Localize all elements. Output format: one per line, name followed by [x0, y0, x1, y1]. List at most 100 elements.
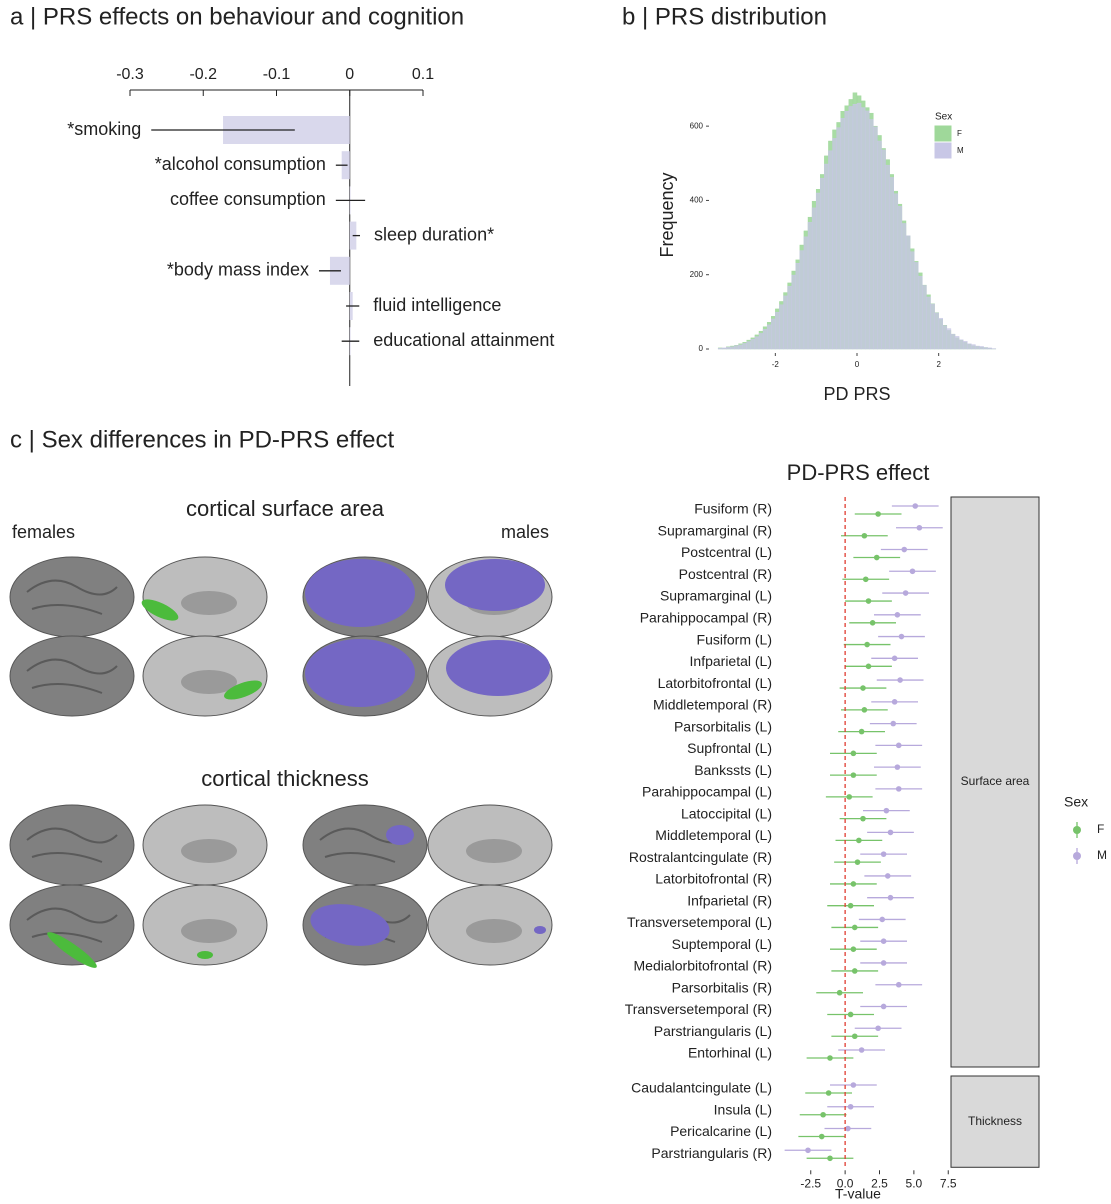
- x-tick-label: 0.1: [412, 66, 434, 83]
- histogram-bar: [864, 110, 870, 350]
- lateral-brain: [9, 635, 135, 717]
- histogram-bar: [967, 343, 972, 350]
- histogram-bar: [803, 236, 809, 350]
- histogram-bar: [983, 347, 988, 350]
- point: [869, 620, 876, 626]
- point: [865, 598, 872, 604]
- category-label: *smoking: [67, 119, 141, 139]
- point: [883, 807, 890, 814]
- category-label: Fusiform (L): [697, 631, 772, 647]
- brain-detail: [466, 919, 522, 943]
- histogram-bar: [766, 324, 772, 350]
- category-label: Suptemporal (L): [672, 936, 772, 952]
- brain-detail: [181, 839, 237, 863]
- histogram-bar: [979, 346, 984, 350]
- group-label: females: [12, 522, 75, 542]
- brain-region: [305, 559, 415, 627]
- point: [897, 677, 903, 683]
- legend-label: F: [1097, 822, 1104, 836]
- category-label: Parahippocampal (L): [642, 784, 772, 800]
- y-tick-label: 600: [690, 121, 704, 130]
- panel-title: b | PRS distribution: [622, 3, 827, 30]
- histogram-bar: [885, 164, 890, 350]
- category-label: Insula (L): [714, 1101, 772, 1117]
- point: [890, 720, 897, 727]
- point: [884, 873, 891, 879]
- category-label: Parstriangularis (L): [654, 1023, 772, 1039]
- category-label: Transversetemporal (R): [625, 1001, 772, 1017]
- category-label: Latoccipital (L): [681, 805, 772, 821]
- category-label: Middletemporal (R): [653, 697, 772, 713]
- point: [916, 524, 923, 531]
- histogram-bar: [942, 325, 948, 350]
- x-tick-label: -2.5: [800, 1176, 821, 1190]
- category-label: Entorhinal (L): [688, 1045, 772, 1061]
- point: [875, 1025, 881, 1032]
- point: [845, 1125, 851, 1132]
- histogram-bar: [832, 138, 837, 350]
- histogram-bar: [950, 333, 956, 350]
- chart-title: PD-PRS effect: [787, 460, 930, 485]
- lateral-brain: [9, 884, 135, 966]
- point: [880, 960, 887, 966]
- category-label: Middletemporal (L): [655, 827, 772, 843]
- point: [851, 924, 858, 931]
- brain-detail: [26, 658, 118, 694]
- histogram-bar: [889, 177, 894, 350]
- category-label: Rostralantcingulate (R): [629, 849, 772, 865]
- category-label: *body mass index: [167, 260, 309, 280]
- lateral-brain: [302, 804, 428, 886]
- histogram-bar: [856, 102, 862, 350]
- facet-label: Thickness: [968, 1114, 1022, 1128]
- facet-strip: [950, 1075, 1040, 1168]
- category-label: Transversetemporal (L): [627, 914, 772, 930]
- category-label: Latorbitofrontal (L): [658, 675, 772, 691]
- brain-region: [305, 639, 415, 707]
- category-label: Fusiform (R): [694, 501, 772, 517]
- lateral-brain: [9, 556, 135, 638]
- histogram-bar: [799, 250, 805, 350]
- histogram-bar: [754, 336, 760, 350]
- histogram-bar: [811, 207, 817, 350]
- point: [880, 851, 887, 857]
- histogram-bar: [750, 339, 756, 350]
- histogram-bar: [824, 163, 829, 350]
- histogram-bar: [820, 177, 825, 350]
- histogram-bar: [771, 318, 776, 350]
- x-axis-title: PD PRS: [823, 384, 890, 404]
- brain-images: [9, 556, 553, 968]
- brain-region: [141, 599, 179, 621]
- category-label: Parahippocampal (R): [640, 610, 772, 626]
- category-label: Postcentral (L): [681, 544, 772, 560]
- histogram-bar: [787, 286, 792, 350]
- histogram-bar: [930, 303, 935, 350]
- histogram-bar: [762, 329, 768, 350]
- point: [856, 837, 862, 844]
- point: [891, 699, 898, 705]
- x-axis-title: T-value: [835, 1186, 881, 1202]
- point: [894, 764, 901, 770]
- group-label: males: [501, 522, 549, 542]
- point: [854, 859, 861, 865]
- histogram-bar: [946, 328, 952, 350]
- legend-title: Sex: [1064, 794, 1088, 810]
- histogram-bar: [905, 235, 911, 350]
- histogram-bar: [971, 344, 976, 350]
- category-label: educational attainment: [373, 330, 554, 350]
- panel-title: a | PRS effects on behaviour and cogniti…: [10, 3, 464, 30]
- x-tick-label: -0.2: [189, 66, 217, 83]
- x-tick-label: 2: [936, 360, 941, 369]
- brain-region: [446, 640, 550, 696]
- point: [820, 1111, 826, 1118]
- point: [805, 1147, 811, 1154]
- histogram-bar: [722, 347, 727, 350]
- point: [861, 707, 868, 713]
- point: [851, 968, 858, 974]
- category-label: Pericalcarine (L): [670, 1123, 772, 1139]
- category-label: Parsorbitalis (R): [672, 979, 772, 995]
- point: [865, 663, 872, 670]
- point: [847, 1011, 854, 1018]
- histogram-bar: [717, 348, 723, 350]
- histogram-bar: [726, 346, 731, 350]
- histogram-bar: [901, 223, 907, 350]
